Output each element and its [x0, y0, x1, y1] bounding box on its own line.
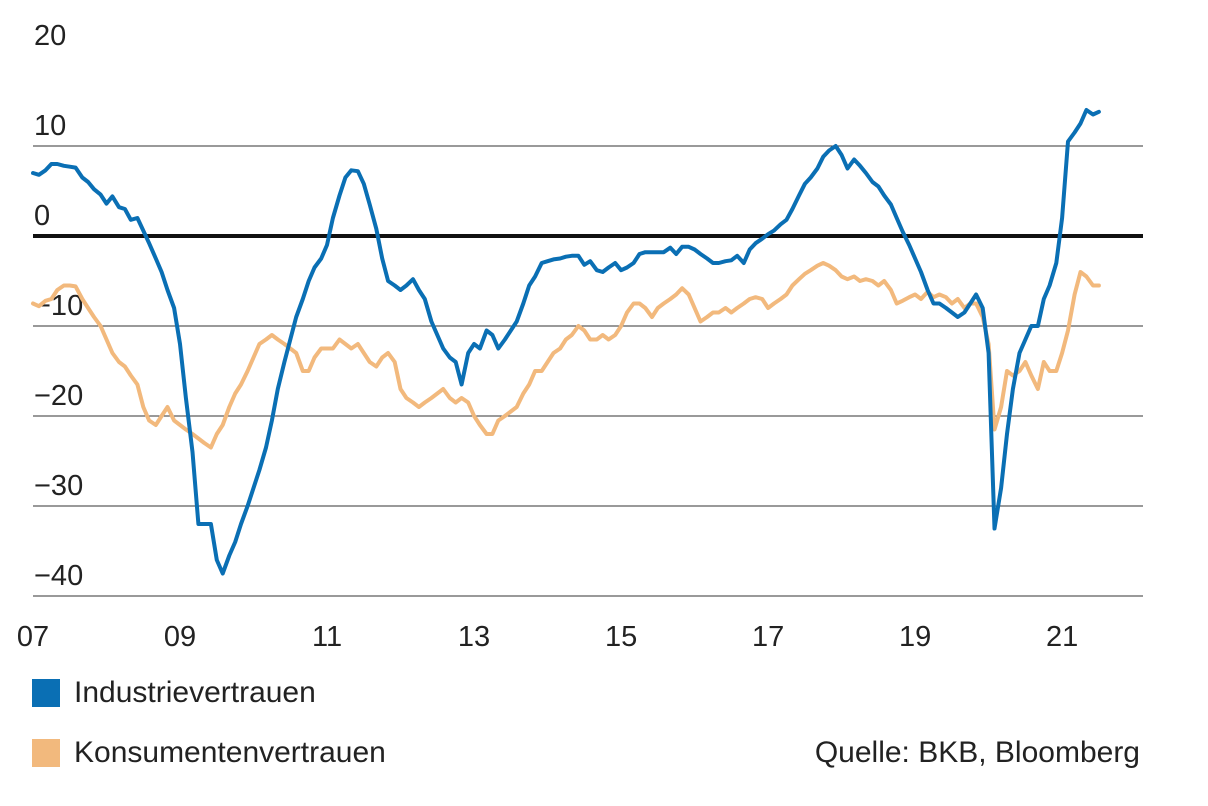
y-tick-label: −30 — [34, 470, 83, 502]
x-tick-label: 11 — [312, 621, 342, 653]
x-tick-label: 19 — [899, 621, 931, 653]
series-line-konsumentenvertrauen — [31, 261, 1101, 450]
legend-swatch-konsumentenvertrauen — [32, 739, 60, 767]
x-tick-label: 13 — [458, 621, 490, 653]
x-tick-label: 17 — [752, 621, 784, 653]
y-tick-label: −40 — [34, 560, 83, 592]
y-tick-label: 20 — [34, 20, 66, 52]
y-tick-label: 10 — [34, 110, 66, 142]
legend-item-konsumentenvertrauen: Konsumentenvertrauen — [32, 736, 386, 770]
series-lines — [31, 108, 1101, 576]
x-tick-label: 07 — [17, 621, 49, 653]
x-tick-label: 09 — [164, 621, 196, 653]
x-tick-label: 15 — [605, 621, 637, 653]
y-tick-label: −20 — [34, 380, 83, 412]
series-line-industrievertrauen — [31, 108, 1101, 576]
y-tick-label: 0 — [34, 200, 50, 232]
legend-swatch-industrievertrauen — [32, 679, 60, 707]
legend-label-industrievertrauen: Industrievertrauen — [74, 676, 316, 709]
x-tick-label: 21 — [1046, 621, 1078, 653]
legend-item-industrievertrauen: Industrievertrauen — [32, 676, 316, 710]
x-axis-ticks: 07 09 11 13 15 17 19 21 — [17, 621, 1078, 653]
legend-label-konsumentenvertrauen: Konsumentenvertrauen — [74, 736, 386, 769]
source-note: Quelle: BKB, Bloomberg — [814, 736, 1140, 769]
gridlines — [33, 145, 1143, 597]
